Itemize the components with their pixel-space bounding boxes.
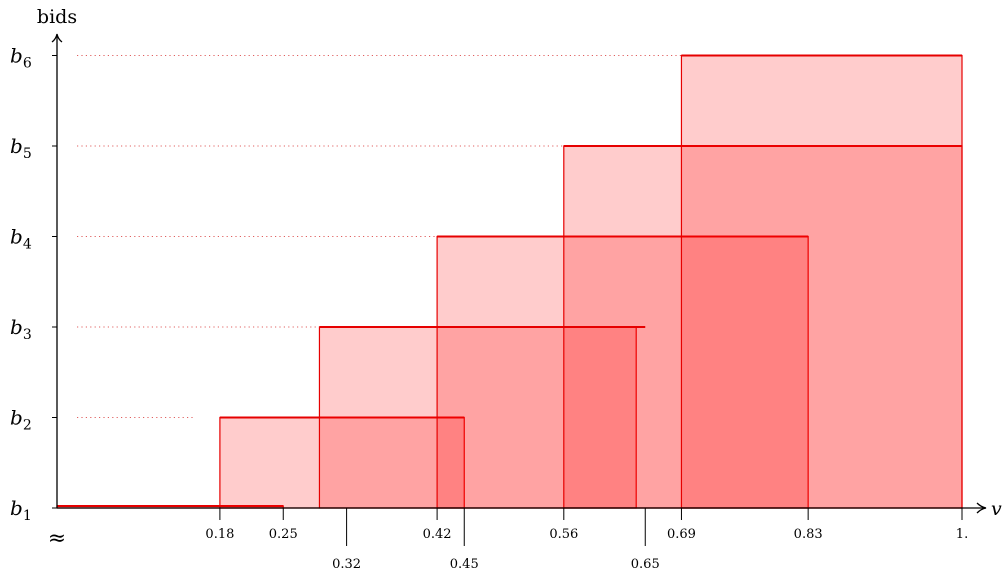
region-b3 xyxy=(318,326,637,509)
y-level-label-subscript: 6 xyxy=(23,56,32,72)
x-tick-label-0.45: 0.45 xyxy=(450,557,479,572)
axes xyxy=(51,33,987,514)
x-tick-label-0.69: 0.69 xyxy=(667,527,696,542)
y-level-label-subscript: 2 xyxy=(23,418,32,434)
x-tick-label-0.25: 0.25 xyxy=(269,527,298,542)
y-axis-label: bids xyxy=(37,6,77,28)
x-ticks: 0.18 0.25 0.32 0.42 0.45 0.56 0.65 0.69 0.83 1. xyxy=(205,508,968,572)
y-level-label-base: b xyxy=(10,225,23,249)
y-level-label-b1: b1 xyxy=(10,496,32,524)
x-axis-label: v xyxy=(991,498,1002,520)
x-axis-break-marker: ≈ xyxy=(48,526,66,551)
y-level-label-base: b xyxy=(10,496,23,520)
x-tick-label-0.65: 0.65 xyxy=(631,557,660,572)
bid-regions xyxy=(56,54,963,509)
y-level-label-base: b xyxy=(10,406,23,430)
y-level-label-subscript: 4 xyxy=(23,237,32,253)
region-b6 xyxy=(680,54,963,509)
level-guides xyxy=(77,55,682,418)
x-tick-label-0.32: 0.32 xyxy=(332,557,361,572)
y-level-label-b3: b3 xyxy=(10,315,32,343)
y-level-label-b4: b4 xyxy=(10,225,32,253)
y-level-label-subscript: 3 xyxy=(23,327,32,343)
y-level-label-b6: b6 xyxy=(10,44,32,72)
y-level-label-subscript: 5 xyxy=(23,146,32,162)
y-level-label-b5: b5 xyxy=(10,134,32,162)
y-level-label-base: b xyxy=(10,134,23,158)
y-level-label-base: b xyxy=(10,315,23,339)
x-tick-label-0.56: 0.56 xyxy=(549,527,578,542)
x-tick-label-0.83: 0.83 xyxy=(794,527,823,542)
x-tick-label-0.42: 0.42 xyxy=(423,527,452,542)
y-axis-arrow-icon xyxy=(51,33,63,43)
region-b4 xyxy=(436,235,809,509)
region-b2 xyxy=(219,416,465,509)
y-level-label-subscript: 1 xyxy=(23,508,32,524)
y-level-label-b2: b2 xyxy=(10,406,32,434)
x-tick-label-1.: 1. xyxy=(956,527,968,542)
x-tick-label-0.18: 0.18 xyxy=(205,527,234,542)
x-axis-arrow-icon xyxy=(976,502,987,514)
y-level-label-base: b xyxy=(10,44,23,68)
